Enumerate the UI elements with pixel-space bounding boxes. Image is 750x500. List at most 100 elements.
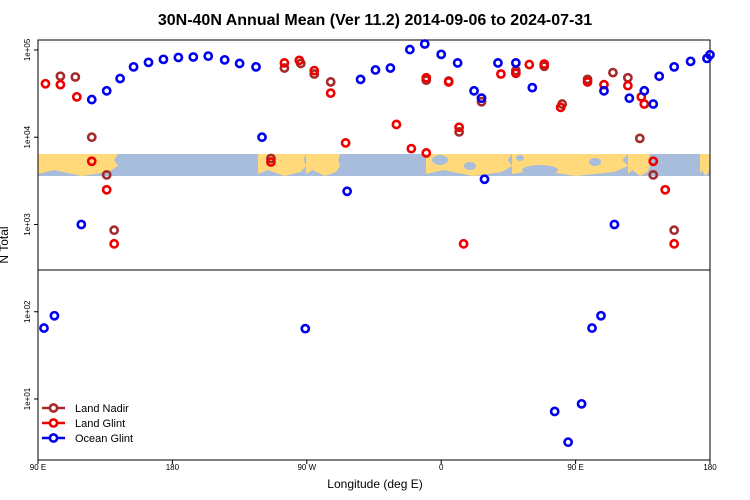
x-tick-label: 0 [439, 463, 444, 472]
ocean-glint-point [654, 71, 665, 82]
ocean-glint-point [115, 73, 126, 84]
legend-marker [48, 433, 59, 443]
ocean-inlet [522, 165, 558, 175]
ocean-glint-point [257, 132, 267, 143]
chart-title: 30N-40N Annual Mean (Ver 11.2) 2014-09-0… [158, 12, 592, 29]
land-nadir-point [266, 153, 276, 164]
land-glint-point [421, 72, 432, 83]
land-nadir-point [608, 67, 618, 78]
legend-label: Land Glint [75, 418, 125, 430]
y-tick-label: 1e+05 [23, 38, 32, 61]
land-glint-point [340, 138, 351, 148]
y-tick-label: 1e+04 [23, 125, 32, 148]
land-nadir-point [669, 225, 680, 236]
land-segment [38, 154, 118, 176]
land-segment [628, 154, 650, 176]
ocean-glint-point [452, 58, 463, 68]
plot-frame [37, 39, 711, 461]
ocean-glint-point [493, 58, 503, 68]
land-glint-point [555, 102, 566, 113]
land-glint-point [309, 65, 320, 76]
ocean-glint-point [479, 174, 490, 185]
land-glint-point [496, 69, 506, 79]
land-nadir-point [109, 225, 120, 236]
data-points [39, 39, 715, 448]
land-segment [306, 154, 340, 176]
land-nadir-point [86, 132, 97, 143]
land-glint-point [510, 68, 521, 79]
world-map-strip [38, 154, 710, 176]
ocean-glint-point [128, 61, 139, 72]
ocean-glint-point [342, 186, 353, 197]
y-tick-label: 1e+03 [23, 213, 32, 236]
land-glint-point [421, 148, 432, 158]
ocean-inlet [464, 162, 476, 170]
ocean-glint-point [76, 219, 87, 230]
ocean-glint-point [49, 310, 60, 321]
ocean-glint-point [527, 82, 538, 93]
land-glint-point [648, 156, 659, 167]
land-nadir-point [70, 72, 81, 82]
x-tick-label: 90 E [567, 463, 583, 472]
land-glint-point [458, 238, 469, 249]
land-glint-point [325, 88, 336, 99]
ocean-glint-point [219, 54, 230, 65]
land-glint-point [443, 77, 454, 87]
land-nadir-point [309, 69, 320, 79]
land-segment [700, 154, 710, 176]
ocean-glint-point [173, 52, 184, 63]
land-glint-point [622, 80, 633, 91]
land-glint-point [294, 55, 305, 66]
land-nadir-point [101, 169, 112, 180]
land-glint-point [660, 184, 671, 195]
legend-label: Ocean Glint [75, 433, 133, 445]
land-nadir-point [648, 169, 659, 180]
legend-label: Land Nadir [75, 403, 129, 415]
ocean-glint-point [476, 93, 487, 104]
land-glint-point [539, 59, 550, 69]
x-tick-label: 90 E [30, 463, 46, 472]
ocean-glint-point [370, 65, 381, 75]
legend: Land Nadir Land Glint Ocean Glint [42, 403, 133, 445]
ocean-glint-point [158, 54, 169, 65]
ocean-glint-point [648, 99, 659, 109]
land-glint-point [279, 58, 290, 68]
land-glint-point [406, 143, 417, 154]
y-axis: 1e+01 1e+02 1e+03 1e+04 1e+05 [23, 38, 38, 410]
y-tick-label: 1e+01 [23, 387, 32, 410]
ocean-glint-point [234, 58, 245, 69]
land-nadir-point [325, 77, 336, 87]
ocean-glint-point [39, 323, 49, 333]
land-glint-point [454, 122, 465, 133]
x-tick-label: 90 W [297, 463, 316, 472]
plot-border [37, 39, 711, 461]
ocean-glint-point [143, 57, 154, 68]
ocean-inlet [589, 158, 601, 166]
land-glint-point [109, 238, 120, 249]
land-nadir-point [55, 71, 66, 82]
land-glint-point [391, 119, 402, 130]
ocean-glint-point [300, 323, 311, 334]
ocean-glint-point [624, 93, 635, 104]
ocean-glint-point [587, 323, 597, 333]
ocean-glint-point [510, 58, 521, 68]
land-nadir-point [476, 96, 487, 107]
ocean-glint-point [599, 85, 609, 96]
ocean-glint-point [469, 85, 479, 96]
ocean-glint-point [549, 406, 560, 417]
land-glint-point [101, 184, 112, 195]
ocean-inlet [432, 155, 448, 165]
ocean-glint-point [639, 85, 650, 96]
ocean-glint-point [609, 219, 620, 230]
land-glint-point [639, 99, 650, 109]
land-glint-point [524, 59, 535, 70]
land-glint-point [669, 238, 680, 249]
ocean-glint-point [436, 49, 447, 60]
ocean-glint-point [419, 39, 430, 49]
y-axis-label: N Total [0, 226, 11, 263]
ocean-glint-point [685, 56, 696, 67]
land-glint-point [86, 156, 97, 167]
land-glint-point [40, 78, 51, 89]
land-glint-point [71, 91, 82, 102]
